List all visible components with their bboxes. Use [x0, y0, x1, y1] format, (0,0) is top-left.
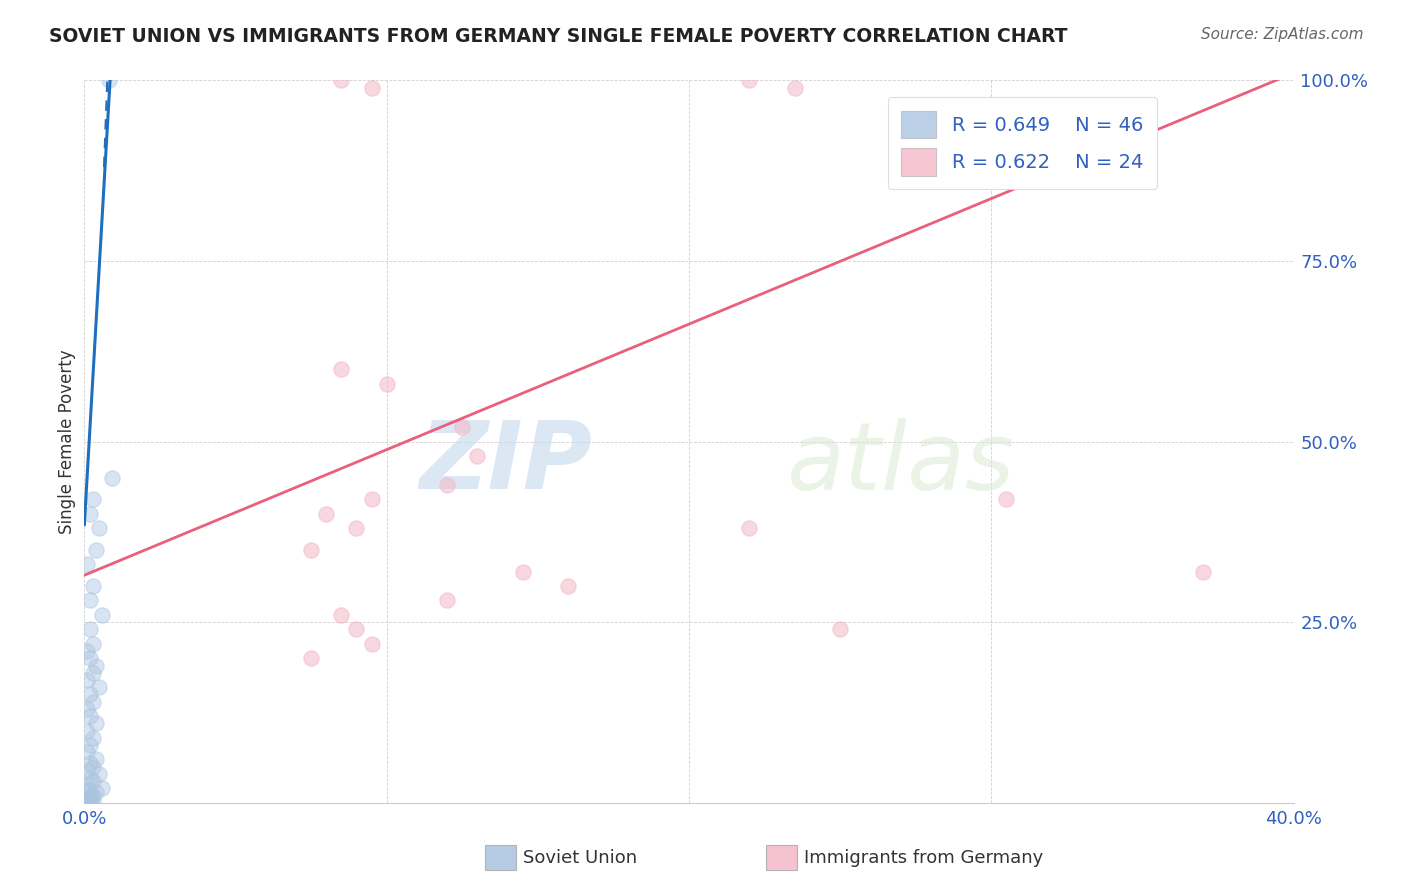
Point: [79, 771, 101, 785]
Point: [76, 558, 98, 572]
Point: [82, 492, 104, 507]
Point: [79, 593, 101, 607]
Point: [76, 723, 98, 738]
Point: [436, 593, 458, 607]
Point: [79, 651, 101, 665]
Point: [330, 73, 353, 87]
Point: [1192, 565, 1215, 579]
Point: [76, 764, 98, 778]
Point: [91, 607, 114, 622]
Point: [360, 492, 382, 507]
Point: [91, 781, 114, 796]
Point: [79, 796, 101, 810]
Point: [738, 521, 761, 535]
Point: [467, 449, 489, 463]
Point: [100, 470, 122, 484]
Point: [299, 542, 322, 557]
Point: [346, 623, 368, 637]
Text: Soviet Union: Soviet Union: [523, 849, 637, 867]
Y-axis label: Single Female Poverty: Single Female Poverty: [58, 350, 76, 533]
Point: [79, 709, 101, 723]
Point: [451, 420, 474, 434]
Point: [82, 760, 104, 774]
Point: [89, 680, 111, 694]
Point: [86, 542, 108, 557]
Point: [82, 637, 104, 651]
Point: [330, 362, 353, 376]
Point: [82, 794, 104, 808]
Text: ZIP: ZIP: [419, 417, 592, 509]
Point: [315, 507, 337, 521]
Point: [79, 756, 101, 770]
Text: SOVIET UNION VS IMMIGRANTS FROM GERMANY SINGLE FEMALE POVERTY CORRELATION CHART: SOVIET UNION VS IMMIGRANTS FROM GERMANY …: [49, 27, 1067, 45]
Point: [82, 731, 104, 745]
Text: atlas: atlas: [786, 417, 1014, 508]
Point: [82, 774, 104, 789]
Point: [76, 786, 98, 800]
Point: [76, 778, 98, 792]
Point: [86, 785, 108, 799]
Point: [79, 507, 101, 521]
Point: [79, 738, 101, 752]
Point: [82, 789, 104, 803]
Point: [86, 716, 108, 731]
Point: [76, 673, 98, 687]
Point: [79, 782, 101, 797]
Text: Immigrants from Germany: Immigrants from Germany: [804, 849, 1043, 867]
Point: [79, 794, 101, 808]
Point: [830, 623, 852, 637]
Point: [86, 752, 108, 766]
Point: [360, 80, 382, 95]
Point: [89, 767, 111, 781]
Point: [557, 579, 579, 593]
Point: [436, 478, 458, 492]
Point: [79, 623, 101, 637]
Text: Source: ZipAtlas.com: Source: ZipAtlas.com: [1201, 27, 1364, 42]
Point: [76, 702, 98, 716]
Point: [76, 745, 98, 759]
Point: [330, 607, 353, 622]
Point: [79, 687, 101, 701]
Point: [89, 521, 111, 535]
Point: [299, 651, 322, 665]
Point: [738, 73, 761, 87]
Point: [76, 644, 98, 658]
Point: [76, 792, 98, 806]
Point: [97, 73, 120, 87]
Point: [995, 492, 1018, 507]
Point: [346, 521, 368, 535]
Point: [82, 695, 104, 709]
Point: [82, 665, 104, 680]
Point: [86, 658, 108, 673]
Legend: R = 0.649    N = 46, R = 0.622    N = 24: R = 0.649 N = 46, R = 0.622 N = 24: [887, 97, 1157, 189]
Point: [512, 565, 534, 579]
Point: [360, 637, 382, 651]
Point: [375, 376, 398, 391]
Point: [76, 795, 98, 809]
Point: [79, 790, 101, 805]
Point: [783, 80, 806, 95]
Point: [82, 579, 104, 593]
